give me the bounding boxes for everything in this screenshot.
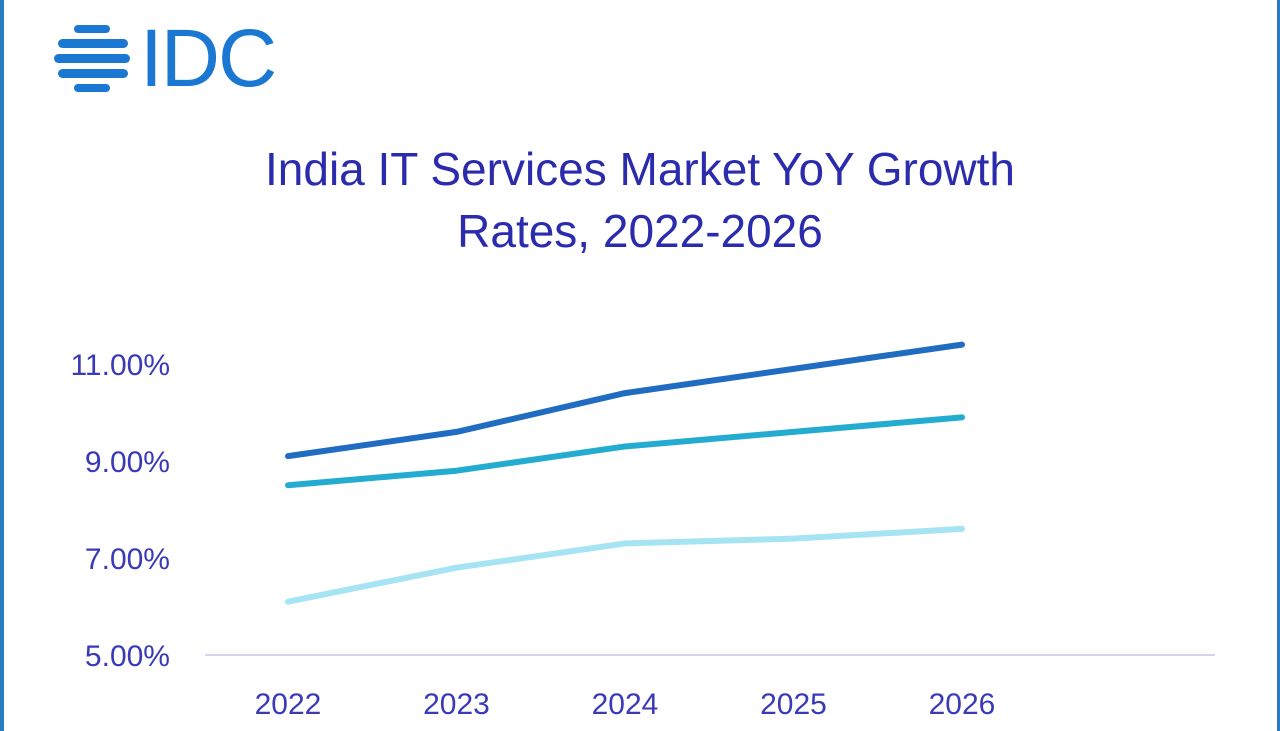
series-line [285,341,965,460]
x-tick-label: 2023 [423,688,490,721]
x-tick-label: 2025 [760,688,827,721]
y-tick-label: 9.00% [85,446,170,479]
y-tick-label: 7.00% [85,543,170,576]
x-tick-label: 2026 [929,688,996,721]
logo-text: IDC [140,13,277,104]
chart-title: India IT Services Market YoY Growth Rate… [0,138,1280,262]
series-line [285,525,965,605]
globe-stripes-icon [54,25,130,92]
x-tick-label: 2024 [592,688,659,721]
chart-title-line-2: Rates, 2022-2026 [457,205,823,257]
chart-title-line-1: India IT Services Market YoY Growth [265,143,1015,195]
idc-logo: IDC [52,13,277,104]
y-tick-label: 11.00% [70,349,170,382]
y-tick-label: 5.00% [85,640,170,673]
series-line [285,414,965,489]
x-tick-label: 2022 [255,688,322,721]
